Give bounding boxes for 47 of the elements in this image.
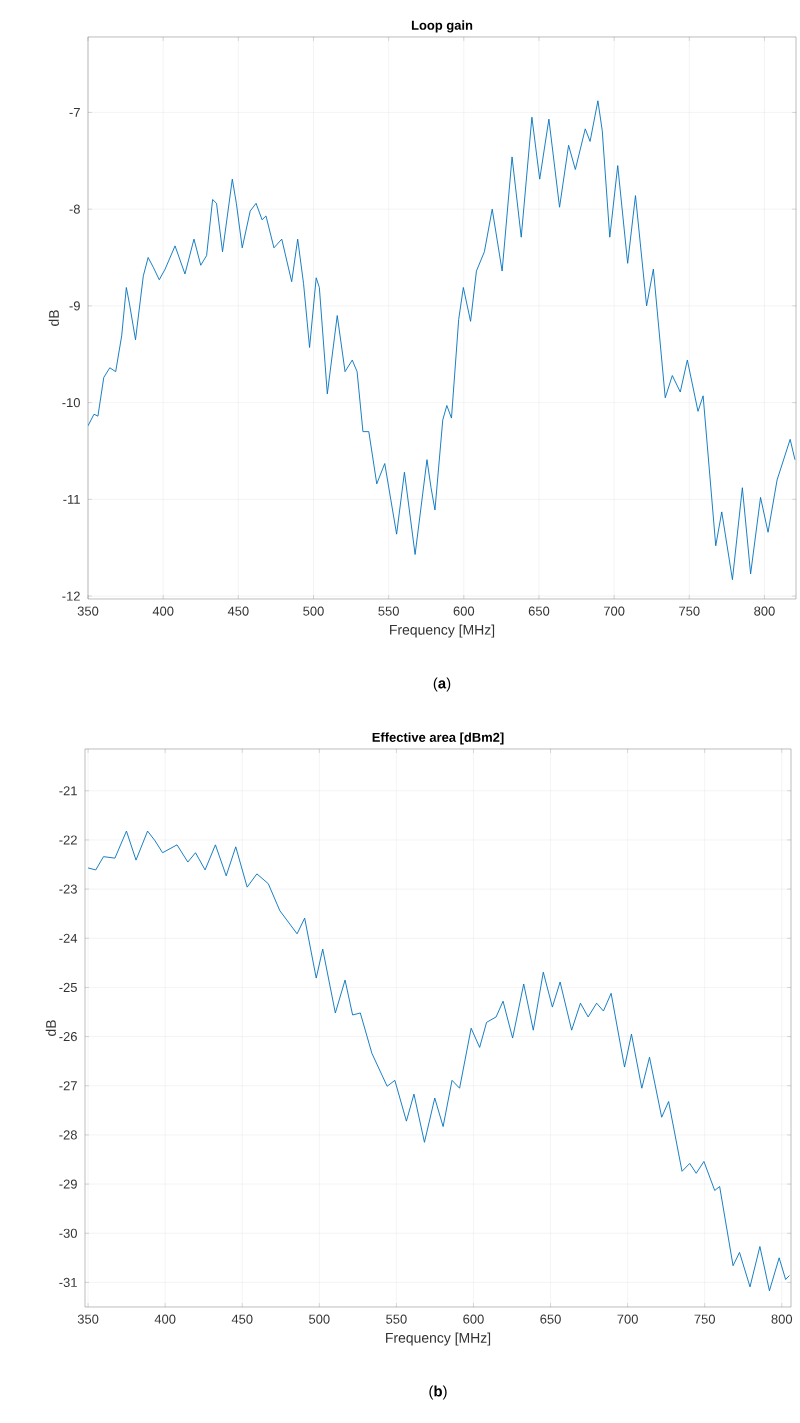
line-series [88,100,796,581]
y-tick-label: -25 [59,982,77,993]
text: (b) [429,1385,447,1400]
x-tick-label: 450 [227,606,249,616]
x-tick-label: 550 [386,1314,407,1324]
y-tick-label: -23 [59,884,77,894]
y-tick-label: -10 [62,398,80,408]
y-tick-label: -31 [59,1277,77,1287]
x-tick-label: 450 [231,1314,253,1324]
x-tick-label: 750 [679,606,700,616]
x-tick-label: 800 [771,1314,793,1324]
line-series [87,830,790,1292]
y-tick-label: -28 [59,1130,77,1140]
y-tick-label: -7 [69,107,80,117]
y-axis-title: dB [45,1020,56,1036]
y-tick-label: -22 [59,835,77,845]
x-tick-label: 700 [604,606,625,616]
y-tick-label: -24 [59,933,78,943]
y-tick-label: -29 [59,1179,77,1189]
y-tick-label: -11 [63,494,80,504]
y-tick-label: -27 [59,1081,77,1091]
x-tick-label: 350 [77,606,99,616]
y-tick-label: -8 [69,204,80,214]
y-tick-label: -12 [62,591,80,601]
chart-title: Effective area [dBm2] [372,732,504,745]
x-axis-title: Frequency [MHz] [386,1332,491,1346]
x-tick-label: 600 [453,606,475,616]
y-tick-label: -9 [69,301,80,311]
x-tick-label: 400 [154,1314,176,1324]
x-tick-label: 600 [463,1314,484,1324]
x-tick-label: 700 [617,1314,638,1324]
x-tick-label: 800 [754,606,775,616]
chart-title: Loop gain [411,20,473,33]
y-tick-label: -30 [59,1228,77,1238]
x-tick-label: 650 [528,606,550,616]
x-tick-label: 650 [540,1314,561,1324]
y-tick-label: -21 [59,786,77,796]
text: (a) [433,677,451,692]
y-tick-label: -26 [59,1032,77,1042]
x-tick-label: 550 [378,606,399,616]
x-tick-label: 500 [303,606,324,616]
x-tick-label: 750 [694,1314,715,1324]
y-axis-title: dB [48,310,59,326]
x-axis-title: Frequency [MHz] [390,624,495,638]
x-tick-label: 500 [309,1314,330,1324]
x-tick-label: 400 [152,606,174,616]
x-tick-label: 350 [77,1314,99,1324]
